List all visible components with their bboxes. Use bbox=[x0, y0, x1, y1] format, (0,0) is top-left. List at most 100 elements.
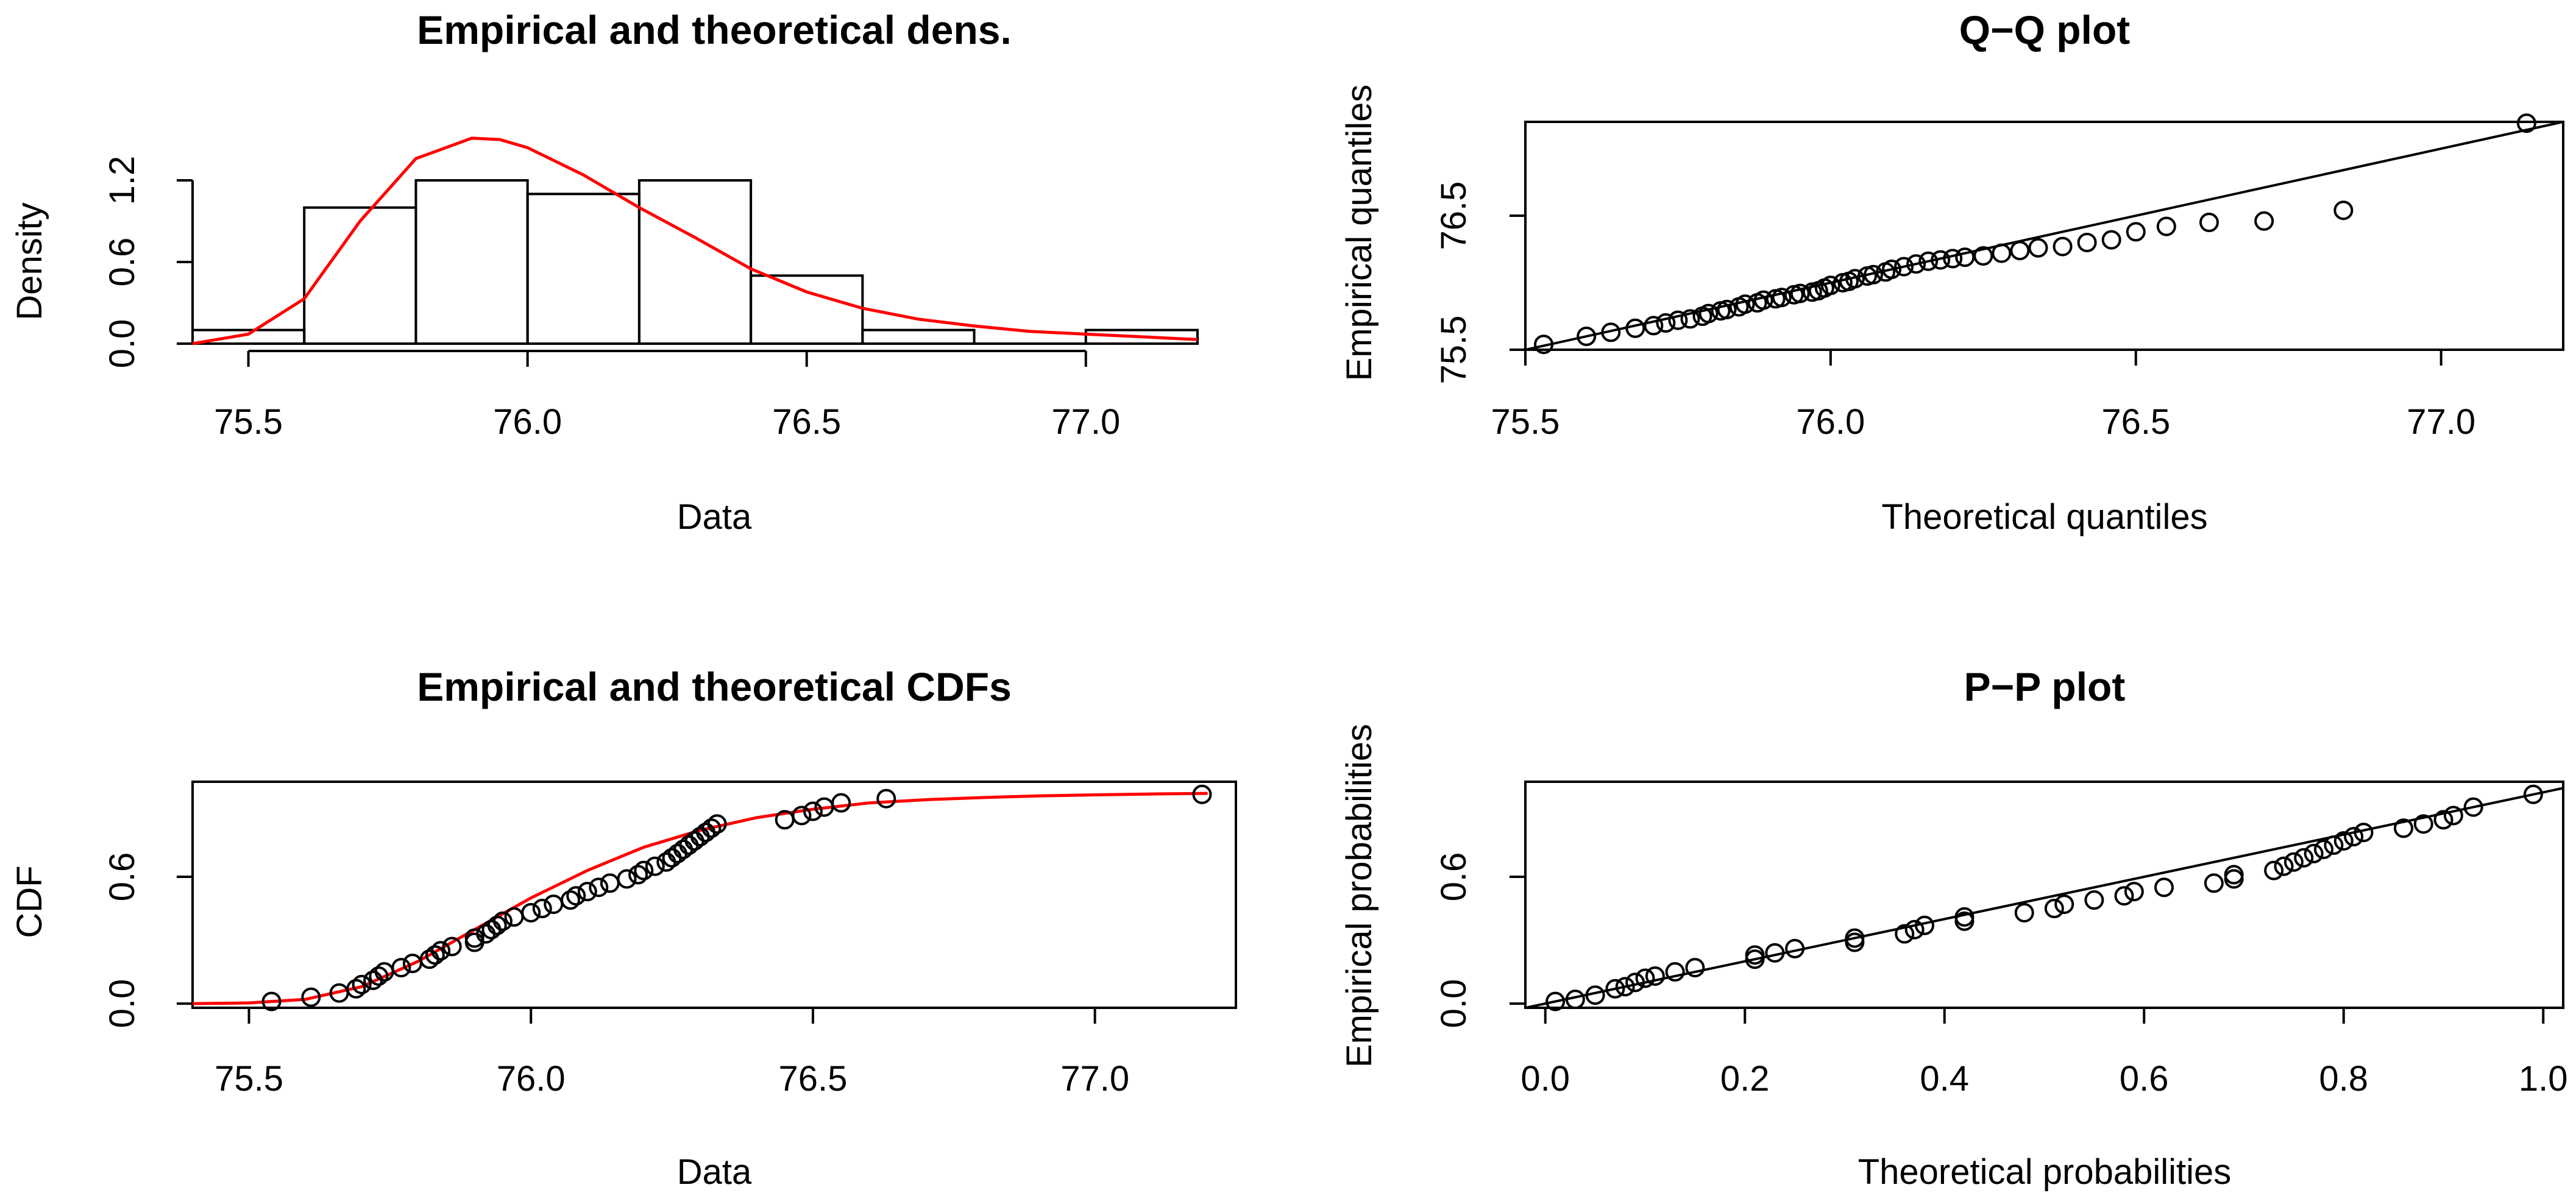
data-point bbox=[492, 911, 513, 931]
data-point bbox=[464, 928, 484, 948]
data-point bbox=[2084, 890, 2104, 910]
data-point bbox=[2114, 886, 2134, 906]
x-axis-label: Theoretical quantiles bbox=[1881, 497, 2207, 537]
data-point bbox=[2010, 241, 2030, 261]
data-point bbox=[1625, 318, 1645, 338]
data-point bbox=[1601, 322, 1621, 342]
data-point bbox=[1625, 972, 1645, 993]
data-point bbox=[346, 979, 366, 999]
data-point bbox=[1973, 246, 1993, 266]
data-point bbox=[1765, 943, 1785, 963]
x-tick-label: 76.0 bbox=[497, 1059, 566, 1099]
data-point bbox=[1906, 254, 1926, 274]
data-point bbox=[2443, 806, 2463, 826]
data-point bbox=[1735, 294, 1755, 314]
data-point bbox=[487, 915, 507, 935]
data-point bbox=[1820, 275, 1840, 296]
data-point bbox=[634, 860, 654, 880]
data-point bbox=[504, 907, 524, 927]
data-point bbox=[1745, 945, 1765, 965]
data-point bbox=[667, 843, 687, 863]
data-point bbox=[391, 958, 411, 978]
x-tick-label: 75.5 bbox=[1491, 402, 1560, 442]
data-point bbox=[577, 882, 597, 902]
data-point bbox=[2054, 894, 2074, 915]
x-tick-label: 0.8 bbox=[2319, 1059, 2368, 1099]
data-point bbox=[369, 966, 389, 986]
data-point bbox=[684, 831, 704, 851]
data-point bbox=[2044, 899, 2064, 919]
data-point bbox=[1894, 257, 1914, 277]
data-point bbox=[1545, 991, 1566, 1011]
data-point bbox=[1665, 962, 1685, 982]
data-point bbox=[1717, 300, 1737, 319]
data-point bbox=[696, 823, 716, 843]
data-point bbox=[476, 924, 496, 944]
x-tick-label: 0.0 bbox=[1520, 1059, 1570, 1099]
x-tick-label: 77.0 bbox=[1051, 402, 1120, 442]
data-point bbox=[1644, 316, 1664, 336]
histogram-bar bbox=[861, 328, 976, 345]
data-point bbox=[662, 848, 682, 868]
data-point bbox=[1785, 938, 1805, 958]
x-tick-label: 75.5 bbox=[214, 402, 283, 442]
data-point bbox=[2433, 810, 2454, 830]
y-tick-label: 0.0 bbox=[1434, 979, 1474, 1029]
histogram-bar bbox=[637, 179, 753, 345]
data-point bbox=[1864, 264, 1884, 285]
data-point bbox=[2204, 873, 2224, 893]
panel-pp: P−P plot Theoretical probabilities Empiric… bbox=[1339, 664, 2568, 1192]
data-point bbox=[2314, 839, 2333, 859]
y-tick-label: 0.6 bbox=[102, 238, 142, 287]
data-point bbox=[2394, 818, 2413, 838]
data-point bbox=[2156, 216, 2176, 236]
data-point bbox=[1904, 919, 1925, 940]
y-axis-label: Density bbox=[10, 202, 49, 320]
histogram-bar bbox=[414, 179, 529, 345]
data-point bbox=[2224, 865, 2244, 885]
data-point bbox=[1753, 290, 1773, 310]
theoretical-curve bbox=[192, 791, 1208, 1005]
data-point bbox=[425, 945, 445, 965]
data-point bbox=[442, 937, 462, 957]
data-point bbox=[803, 801, 823, 821]
data-point bbox=[1565, 990, 1585, 1010]
plot-frame bbox=[1524, 121, 2564, 351]
y-tick-label: 76.5 bbox=[1434, 182, 1474, 250]
data-point bbox=[1656, 313, 1676, 333]
data-point bbox=[2101, 230, 2121, 250]
reference-line bbox=[1525, 787, 2563, 1008]
theoretical-curve bbox=[192, 136, 1198, 345]
data-point bbox=[2126, 222, 2146, 242]
data-point bbox=[2333, 200, 2354, 221]
data-point bbox=[679, 835, 699, 855]
data-point bbox=[1645, 966, 1665, 986]
data-point bbox=[617, 869, 637, 889]
x-tick-label: 76.0 bbox=[1796, 402, 1865, 442]
data-point bbox=[1577, 327, 1597, 346]
data-point bbox=[1192, 784, 1212, 804]
x-tick-label: 76.0 bbox=[493, 402, 562, 442]
data-point bbox=[1845, 269, 1865, 289]
data-point bbox=[1895, 924, 1915, 944]
data-point bbox=[1915, 915, 1934, 935]
data-point bbox=[1685, 958, 1705, 978]
data-point bbox=[2014, 902, 2034, 922]
plot-frame bbox=[191, 781, 1237, 1009]
data-point bbox=[431, 941, 451, 961]
data-point bbox=[1943, 249, 1963, 269]
data-point bbox=[1668, 310, 1688, 330]
histogram-bar bbox=[526, 193, 640, 345]
x-tick-label: 0.2 bbox=[1720, 1059, 1770, 1099]
data-point bbox=[831, 793, 851, 813]
data-point bbox=[1882, 260, 1902, 279]
data-point bbox=[2124, 882, 2144, 902]
data-point bbox=[600, 873, 620, 893]
data-point bbox=[544, 894, 564, 915]
x-axis-label: Data bbox=[677, 497, 752, 537]
data-point bbox=[2413, 814, 2433, 834]
data-point bbox=[2294, 848, 2314, 868]
data-point bbox=[589, 877, 609, 898]
data-point bbox=[2354, 823, 2374, 843]
